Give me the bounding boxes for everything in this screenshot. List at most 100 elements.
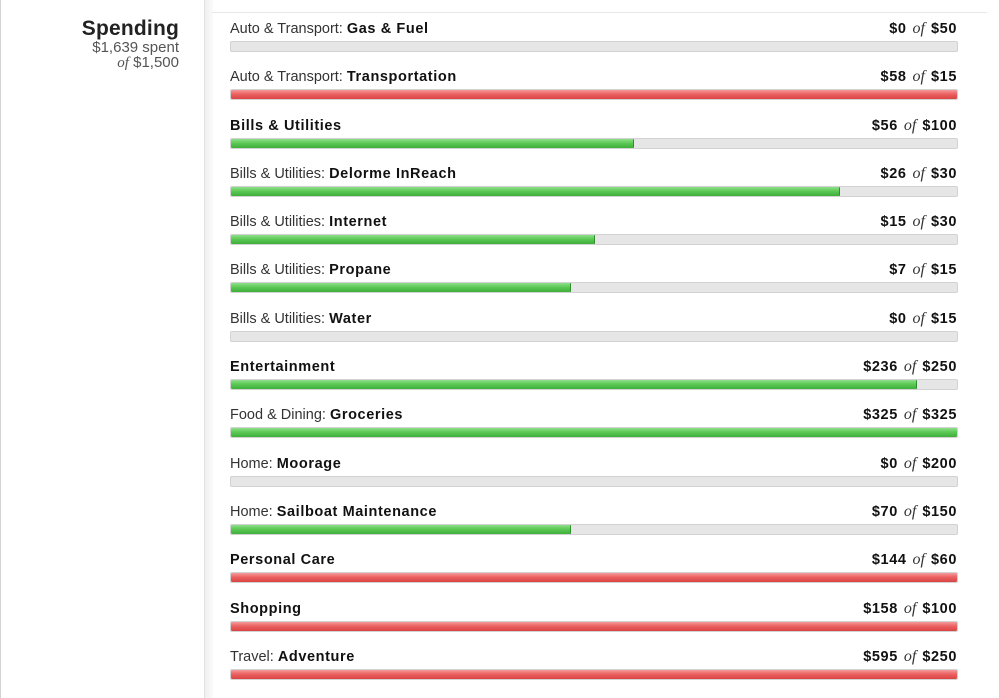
budget-row[interactable]: Shopping $158 of $100 <box>230 598 958 646</box>
summary-of-label: of <box>117 55 129 71</box>
budget-row[interactable]: Bills & Utilities: Internet $15 of $30 <box>230 211 958 259</box>
budget-progress-fill <box>231 621 957 631</box>
budget-row[interactable]: Personal Care $144 of $60 <box>230 549 958 597</box>
budget-row-header: Bills & Utilities: Water $0 of $15 <box>230 308 958 330</box>
budget-amounts: $7 of $15 <box>889 259 957 281</box>
budget-parent-category: Travel: <box>230 648 274 665</box>
budget-row-header: Bills & Utilities $56 of $100 <box>230 115 958 137</box>
budget-category-label[interactable]: Bills & Utilities <box>230 118 342 134</box>
budget-limit-amount: $150 <box>922 503 957 520</box>
budget-of-label: of <box>912 68 925 86</box>
budget-row-header: Personal Care $144 of $60 <box>230 549 958 571</box>
budget-limit-amount: $325 <box>922 407 957 424</box>
budget-of-label: of <box>912 551 925 569</box>
budget-category-label[interactable]: Travel: Adventure <box>230 649 355 665</box>
budget-amounts: $56 of $100 <box>872 115 957 137</box>
budget-parent-category: Home: <box>230 503 273 520</box>
spending-summary: Spending $1,639 spent of $1,500 <box>29 18 179 71</box>
budget-of-label: of <box>903 454 917 472</box>
budget-progress-fill <box>231 138 635 148</box>
budget-category-label[interactable]: Auto & Transport: Transportation <box>230 69 457 85</box>
budget-progress-bar <box>230 282 958 294</box>
budget-category-label[interactable]: Auto & Transport: Gas & Fuel <box>230 21 429 37</box>
budget-category-name: Personal Care <box>230 552 336 569</box>
budget-parent-category: Bills & Utilities: <box>230 262 326 279</box>
budget-spent-amount: $595 <box>863 648 898 665</box>
budget-row[interactable]: Bills & Utilities: Propane $7 of $15 <box>230 259 958 307</box>
budget-limit-amount: $15 <box>931 69 957 86</box>
budget-row[interactable]: Home: Moorage $0 of $200 <box>230 453 958 501</box>
budget-row[interactable]: Auto & Transport: Transportation $58 of $15 <box>230 66 958 114</box>
budget-amounts: $595 of $250 <box>863 646 957 668</box>
summary-budget-total: of $1,500 <box>29 55 179 71</box>
budget-category-name: Bills & Utilities <box>230 117 342 134</box>
budget-category-label[interactable]: Home: Sailboat Maintenance <box>230 504 437 520</box>
budget-category-name: Adventure <box>277 648 355 665</box>
budget-row[interactable]: Bills & Utilities: Water $0 of $15 <box>230 308 958 356</box>
budget-parent-category: Food & Dining: <box>230 407 326 424</box>
budget-spent-amount: $70 <box>871 503 898 520</box>
budget-category-name: Gas & Fuel <box>346 21 429 37</box>
budget-progress-bar <box>230 620 958 632</box>
budget-parent-category: Bills & Utilities: <box>230 214 326 231</box>
budget-progress-fill <box>231 524 572 534</box>
budget-category-label[interactable]: Bills & Utilities: Delorme InReach <box>230 166 457 182</box>
budget-row-header: Home: Moorage $0 of $200 <box>230 453 958 475</box>
budget-category-name: Propane <box>329 262 392 279</box>
budget-limit-amount: $15 <box>931 310 957 327</box>
budget-spent-amount: $325 <box>863 407 898 424</box>
budget-row[interactable]: Food & Dining: Groceries $325 of $325 <box>230 404 958 452</box>
budget-category-label[interactable]: Food & Dining: Groceries <box>230 407 403 423</box>
budget-progress-bar <box>230 185 958 197</box>
budget-row[interactable]: Bills & Utilities $56 of $100 <box>230 115 958 163</box>
budget-progress-bar <box>230 427 958 439</box>
budget-spent-amount: $26 <box>880 165 907 182</box>
budget-spent-amount: $144 <box>871 552 907 569</box>
budget-list: Auto & Transport: Gas & Fuel $0 of $50 Auto … <box>230 18 958 694</box>
budget-row[interactable]: Travel: Adventure $595 of $250 <box>230 646 958 694</box>
budget-amounts: $15 of $30 <box>881 211 957 233</box>
budget-progress-fill <box>231 669 957 679</box>
budget-of-label: of <box>903 358 917 376</box>
budget-category-label[interactable]: Bills & Utilities: Internet <box>230 214 387 230</box>
summary-title: Spending <box>81 17 179 40</box>
budget-row-header: Bills & Utilities: Internet $15 of $30 <box>230 211 958 233</box>
budget-amounts: $0 of $200 <box>881 453 957 475</box>
budget-of-label: of <box>912 164 925 182</box>
budget-limit-amount: $200 <box>922 455 957 472</box>
budget-limit-amount: $100 <box>922 117 957 134</box>
budget-category-label[interactable]: Shopping <box>230 601 302 617</box>
budget-of-label: of <box>903 406 917 424</box>
budget-row[interactable]: Bills & Utilities: Delorme InReach $26 of $… <box>230 163 958 211</box>
budget-category-label[interactable]: Personal Care <box>230 552 335 568</box>
budget-amounts: $325 of $325 <box>863 404 957 426</box>
budget-category-label[interactable]: Entertainment <box>230 359 335 375</box>
budget-row[interactable]: Home: Sailboat Maintenance $70 of $150 <box>230 501 958 549</box>
budget-parent-category: Auto & Transport: <box>230 69 343 86</box>
budget-of-label: of <box>912 261 925 279</box>
budget-progress-bar <box>230 41 958 52</box>
summary-spent-amount: $1,639 spent <box>92 39 179 56</box>
budget-amounts: $0 of $50 <box>889 18 957 40</box>
budget-spent-amount: $15 <box>880 214 907 231</box>
budget-limit-amount: $60 <box>931 552 957 569</box>
budget-limit-amount: $30 <box>931 165 957 182</box>
budget-spent-amount: $56 <box>871 117 898 134</box>
budget-row[interactable]: Auto & Transport: Gas & Fuel $0 of $50 <box>230 18 958 66</box>
budget-row-header: Auto & Transport: Transportation $58 of $15 <box>230 66 958 88</box>
budget-row[interactable]: Entertainment $236 of $250 <box>230 356 958 404</box>
budget-category-name: Water <box>329 310 372 327</box>
budget-amounts: $236 of $250 <box>863 356 957 378</box>
budget-category-label[interactable]: Bills & Utilities: Propane <box>230 262 391 278</box>
budget-spent-amount: $0 <box>880 455 898 472</box>
budget-progress-fill <box>231 283 572 293</box>
budget-progress-fill <box>231 573 957 583</box>
budget-progress-fill <box>231 186 841 196</box>
budget-progress-bar <box>230 234 958 246</box>
budget-of-label: of <box>912 213 925 231</box>
budget-progress-bar <box>230 330 958 342</box>
budget-category-label[interactable]: Bills & Utilities: Water <box>230 311 372 327</box>
budget-category-label[interactable]: Home: Moorage <box>230 456 341 472</box>
budget-category-name: Sailboat Maintenance <box>276 503 438 520</box>
